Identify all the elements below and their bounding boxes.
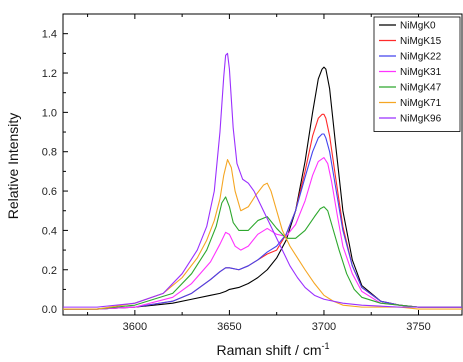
legend-entry-label: NiMgK31	[400, 67, 442, 78]
legend-entry-label: NiMgK0	[400, 21, 436, 32]
series-line-nimgk15	[63, 113, 462, 310]
x-axis-title-superscript: -1	[322, 341, 330, 351]
series-line-nimgk47	[63, 196, 462, 310]
plot-frame	[62, 13, 463, 316]
x-tick-label: 3750	[406, 321, 430, 333]
y-tick-label: 0.0	[42, 304, 57, 316]
x-tick-label: 3700	[312, 321, 336, 333]
series-line-nimgk31	[63, 157, 462, 310]
series-line-nimgk71	[63, 159, 462, 310]
series-layer	[63, 52, 462, 310]
y-tick-label: 1.4	[42, 29, 57, 41]
series-line-nimgk22	[63, 133, 462, 310]
y-tick-label: 0.2	[42, 265, 57, 277]
y-tick-label: 0.8	[42, 147, 57, 159]
x-tick-label: 3600	[123, 321, 147, 333]
y-tick-label: 1.2	[42, 68, 57, 80]
plot-area-border	[62, 13, 463, 316]
series-line-nimgk96	[63, 52, 462, 308]
x-axis-title: Raman shift / cm-1	[216, 341, 329, 358]
legend-entry-label: NiMgK22	[400, 52, 442, 63]
legend: NiMgK0 NiMgK15 NiMgK22 NiMgK31 NiMgK47 NiMgK7…	[373, 16, 461, 132]
y-tick-label: 1.0	[42, 107, 57, 119]
x-axis-title-text: Raman shift / cm	[216, 342, 321, 358]
legend-entry-label: NiMgK15	[400, 36, 442, 47]
legend-entry-label: NiMgK96	[400, 114, 442, 125]
x-tick-label: 3650	[217, 321, 241, 333]
y-axis-title: Relative Intensity	[5, 113, 21, 220]
legend-entry-label: NiMgK71	[400, 98, 442, 109]
y-tick-label: 0.6	[42, 186, 57, 198]
axis-ticks: 3600 3650 3700 3750 0.0 0.2 0.4 0.6 0.8 1.0 1.2 1.4	[42, 13, 431, 333]
y-tick-label: 0.4	[42, 225, 57, 237]
legend-entry-label: NiMgK47	[400, 83, 442, 94]
legend-box	[373, 16, 461, 132]
